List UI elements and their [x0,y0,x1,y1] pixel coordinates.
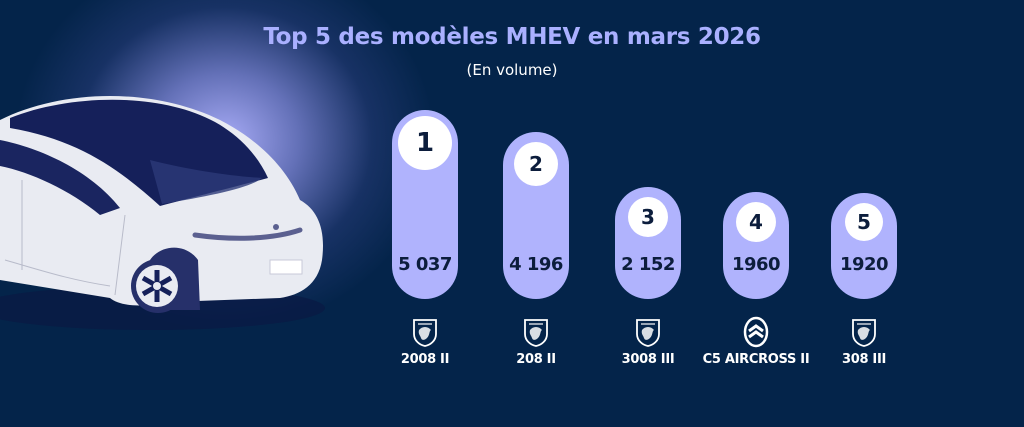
peugeot-logo-icon [413,319,437,347]
value-label: 4 196 [509,253,563,275]
model-label: C5 AIRCROSS II [702,352,810,367]
model-label: 2008 II [400,352,450,367]
bar-4: 4 1960 [723,191,789,299]
rank-badge: 2 [514,142,558,187]
value-label: 1960 [731,253,781,275]
rank-badge: 5 [845,203,883,241]
peugeot-logo-icon [852,319,876,347]
bar-1: 1 5 037 [392,110,458,299]
car-illustration [0,95,325,330]
rank-badge: 1 [398,116,452,170]
bar-5: 5 1920 [831,193,897,299]
model-label: 208 II [516,352,556,367]
bar-3: 3 2 152 [615,186,681,299]
value-label: 1920 [839,254,889,275]
peugeot-logo-icon [636,319,660,347]
rank-badge: 4 [736,201,776,242]
rank-badge: 3 [628,196,668,237]
chart-subtitle: (En volume) [466,61,558,79]
model-label: 3008 III [621,352,675,367]
value-label: 2 152 [621,253,675,275]
model-label: 308 III [841,352,887,367]
citroen-logo-icon [743,316,769,348]
bar-2: 2 4 196 [503,132,569,299]
peugeot-logo-icon [524,319,548,347]
value-label: 5 037 [398,254,452,275]
chart-title: Top 5 des modèles MHEV en mars 2026 [263,24,761,50]
